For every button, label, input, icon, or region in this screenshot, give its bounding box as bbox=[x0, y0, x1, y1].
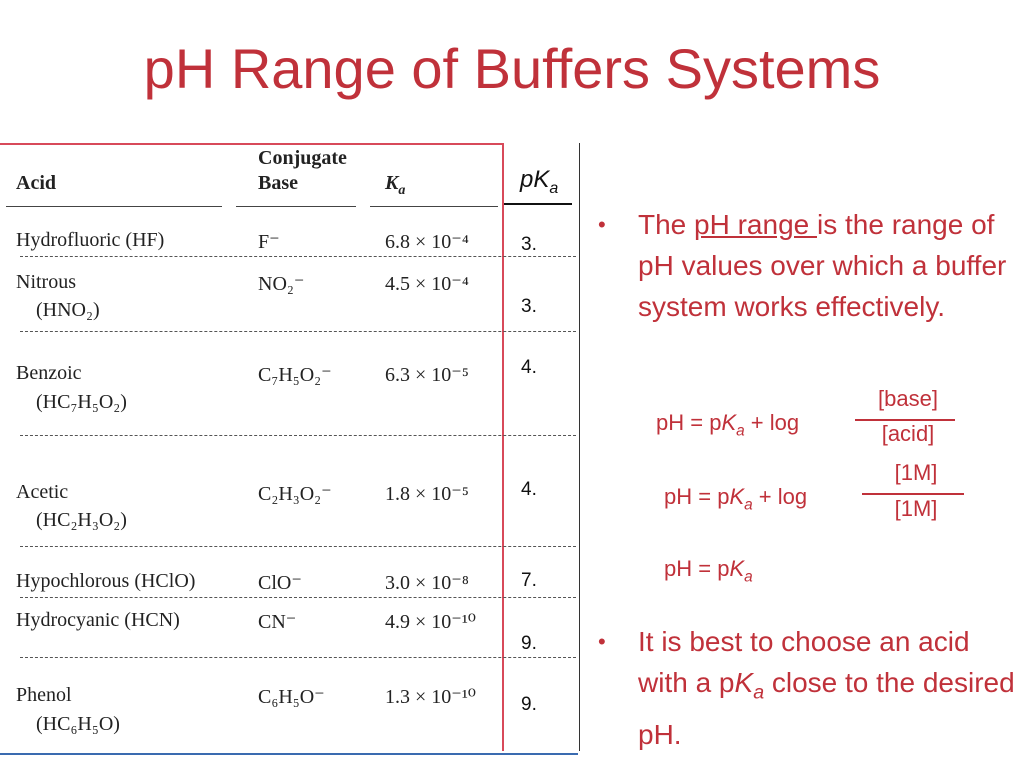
equation2-fraction-bar bbox=[862, 493, 964, 495]
pka-header-rule bbox=[504, 203, 572, 205]
row-acid-formula: (HNO₂) bbox=[36, 299, 100, 321]
row-pka: 9. bbox=[521, 694, 537, 715]
header-rule-acid bbox=[6, 206, 222, 207]
row-divider bbox=[20, 435, 576, 436]
row-pka: 3. bbox=[521, 234, 537, 255]
header-pka: pKa bbox=[520, 166, 559, 197]
row-pka: 9. bbox=[521, 633, 537, 654]
row-base: C₆H₅O⁻ bbox=[258, 686, 325, 708]
equation-substituted: pH = pKa + log bbox=[664, 484, 808, 514]
equation1-denominator: [acid] bbox=[881, 421, 935, 446]
header-acid: Acid bbox=[16, 172, 56, 194]
row-divider bbox=[20, 331, 576, 332]
equation-henderson: pH = pKa + log bbox=[656, 410, 800, 440]
row-acid: Acetic bbox=[16, 481, 69, 503]
row-ka: 4.9 × 10⁻¹⁰ bbox=[385, 611, 476, 633]
header-ka: Ka bbox=[385, 172, 406, 198]
bullet-ph-range: • The pH range is the range of pH values… bbox=[598, 204, 1018, 327]
bullet-icon: • bbox=[598, 212, 606, 237]
row-divider bbox=[20, 597, 576, 598]
row-pka: 4. bbox=[521, 357, 537, 378]
ph-range-term: pH range bbox=[694, 209, 817, 240]
row-pka: 7. bbox=[521, 570, 537, 591]
row-base: C₂H₃O₂⁻ bbox=[258, 483, 332, 505]
row-ka: 6.3 × 10⁻⁵ bbox=[385, 364, 469, 386]
row-divider bbox=[20, 546, 576, 547]
row-base: ClO⁻ bbox=[258, 572, 302, 594]
row-divider bbox=[20, 256, 576, 257]
equation2-numerator: [1M] bbox=[894, 460, 938, 485]
header-rule-ka bbox=[370, 206, 498, 207]
row-acid-formula: (HC₆H₅O) bbox=[36, 713, 120, 735]
equation1-fraction-bar bbox=[855, 419, 955, 421]
row-ka: 4.5 × 10⁻⁴ bbox=[385, 273, 469, 295]
equation2-denominator: [1M] bbox=[894, 496, 938, 521]
row-ka: 1.3 × 10⁻¹⁰ bbox=[385, 686, 476, 708]
row-base: C₇H₅O₂⁻ bbox=[258, 364, 332, 386]
pka-column bbox=[504, 143, 580, 751]
header-base: Base bbox=[258, 172, 298, 194]
row-acid-formula: (HC₂H₃O₂) bbox=[36, 509, 127, 531]
row-acid: Hydrofluoric (HF) bbox=[16, 229, 165, 251]
row-pka: 4. bbox=[521, 479, 537, 500]
row-ka: 1.8 × 10⁻⁵ bbox=[385, 483, 469, 505]
row-divider bbox=[20, 657, 576, 658]
row-acid: Benzoic bbox=[16, 362, 82, 384]
row-base: F⁻ bbox=[258, 231, 280, 253]
row-acid: Hypochlorous (HClO) bbox=[16, 570, 196, 592]
row-acid-formula: (HC₇H₅O₂) bbox=[36, 391, 127, 413]
row-acid: Phenol bbox=[16, 684, 72, 706]
equation-result: pH = pKa bbox=[664, 556, 753, 586]
row-acid: Hydrocyanic (HCN) bbox=[16, 609, 180, 631]
bullet-icon: • bbox=[598, 629, 606, 654]
row-acid: Nitrous bbox=[16, 271, 76, 293]
slide-title: pH Range of Buffers Systems bbox=[143, 37, 881, 100]
row-base: CN⁻ bbox=[258, 611, 297, 633]
table-bottom-rule bbox=[0, 753, 578, 755]
row-pka: 3. bbox=[521, 296, 537, 317]
row-base: NO₂⁻ bbox=[258, 273, 305, 295]
header-conjugate: Conjugate bbox=[258, 147, 347, 169]
buffer-table bbox=[0, 143, 578, 755]
header-rule-base bbox=[236, 206, 356, 207]
equation1-numerator: [base] bbox=[878, 386, 938, 411]
row-ka: 3.0 × 10⁻⁸ bbox=[385, 572, 469, 594]
bullet-choose-acid: • It is best to choose an acid with a pK… bbox=[598, 621, 1018, 755]
row-ka: 6.8 × 10⁻⁴ bbox=[385, 231, 469, 253]
